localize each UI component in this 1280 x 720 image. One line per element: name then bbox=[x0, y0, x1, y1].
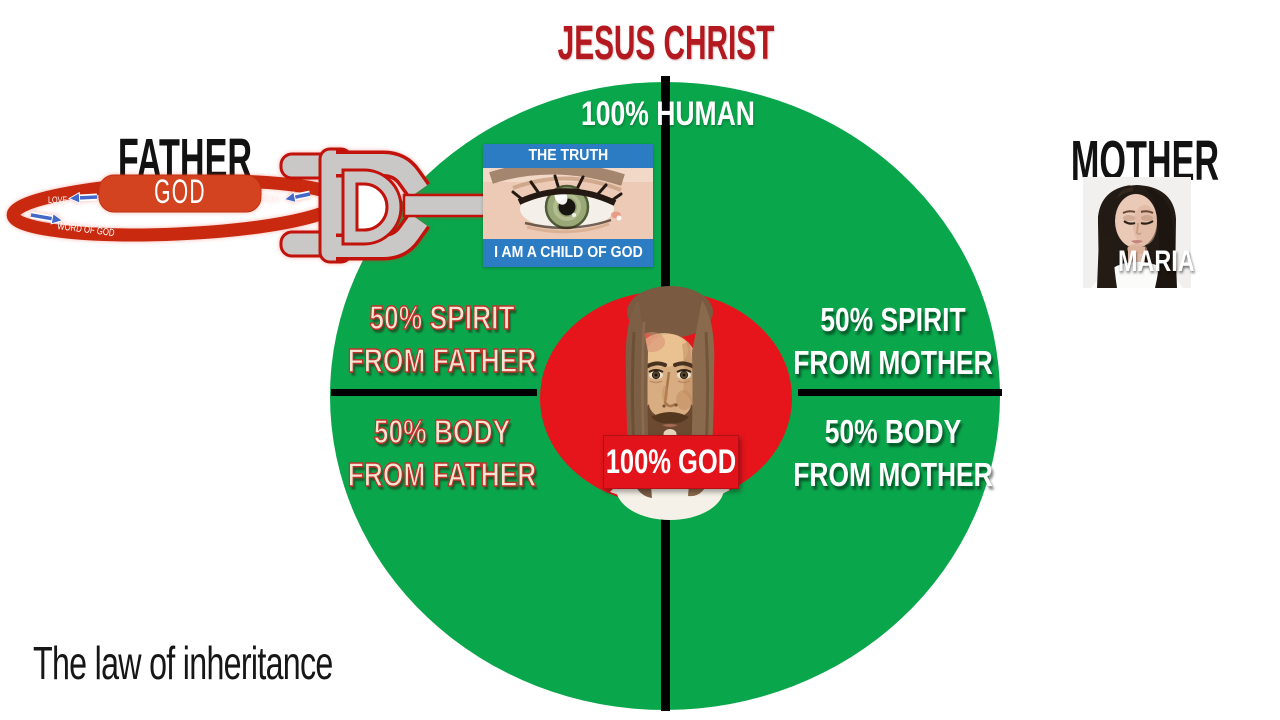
truth-card-bottom-label: I AM A CHILD OF GOD bbox=[493, 244, 643, 261]
truth-card-top-banner: THE TRUTH bbox=[483, 144, 653, 168]
maria-photo bbox=[1083, 177, 1191, 288]
page-title: JESUS CHRIST bbox=[557, 17, 775, 70]
quadrant-spirit-father: 50% SPIRIT FROM FATHER bbox=[322, 296, 562, 382]
quadrant-line: 50% SPIRIT bbox=[820, 301, 966, 338]
maria-name-label: MARIA bbox=[1118, 245, 1195, 278]
plug-cable bbox=[402, 193, 489, 218]
ribbon-label-fruit: FRUIT bbox=[261, 194, 281, 204]
arrow-right-icon bbox=[30, 211, 64, 225]
quadrant-line: FROM MOTHER bbox=[793, 456, 993, 493]
human-label: 100% HUMAN bbox=[581, 95, 755, 133]
quadrant-line: FROM MOTHER bbox=[793, 344, 993, 381]
god-percentage-box: 100% GOD bbox=[603, 435, 739, 489]
god-cycle-and-plug: WORD OF GOD LOVE FRUIT GOD bbox=[6, 147, 489, 264]
ribbon-label-love: LOVE bbox=[48, 195, 68, 205]
right-divider-line bbox=[798, 389, 1002, 396]
quadrant-body-father: 50% BODY FROM FATHER bbox=[322, 410, 562, 496]
arrow-left-icon bbox=[284, 190, 311, 203]
left-divider-line bbox=[331, 389, 537, 396]
quadrant-line: 50% SPIRIT bbox=[369, 298, 515, 336]
arrow-left-icon bbox=[68, 191, 98, 204]
truth-eye-image: THE TRUTH bbox=[483, 144, 653, 267]
eye-illustration bbox=[483, 162, 653, 239]
plug-icon bbox=[279, 147, 489, 264]
quadrant-spirit-mother: 50% SPIRIT FROM MOTHER bbox=[773, 298, 1013, 384]
quadrant-body-mother: 50% BODY FROM MOTHER bbox=[773, 410, 1013, 496]
quadrant-line: FROM FATHER bbox=[347, 341, 537, 379]
god-percentage-label: 100% GOD bbox=[605, 442, 737, 481]
footer-caption: The law of inheritance bbox=[33, 637, 333, 689]
quadrant-line: 50% BODY bbox=[824, 413, 962, 450]
truth-card-top-label: THE TRUTH bbox=[528, 147, 608, 164]
truth-card-bottom-banner: I AM A CHILD OF GOD bbox=[483, 239, 653, 267]
eye-photo bbox=[483, 162, 653, 239]
quadrant-line: 50% BODY bbox=[373, 412, 511, 450]
god-pill bbox=[98, 174, 262, 213]
god-pill-label: GOD bbox=[154, 172, 206, 210]
quadrant-line: FROM FATHER bbox=[347, 455, 537, 493]
